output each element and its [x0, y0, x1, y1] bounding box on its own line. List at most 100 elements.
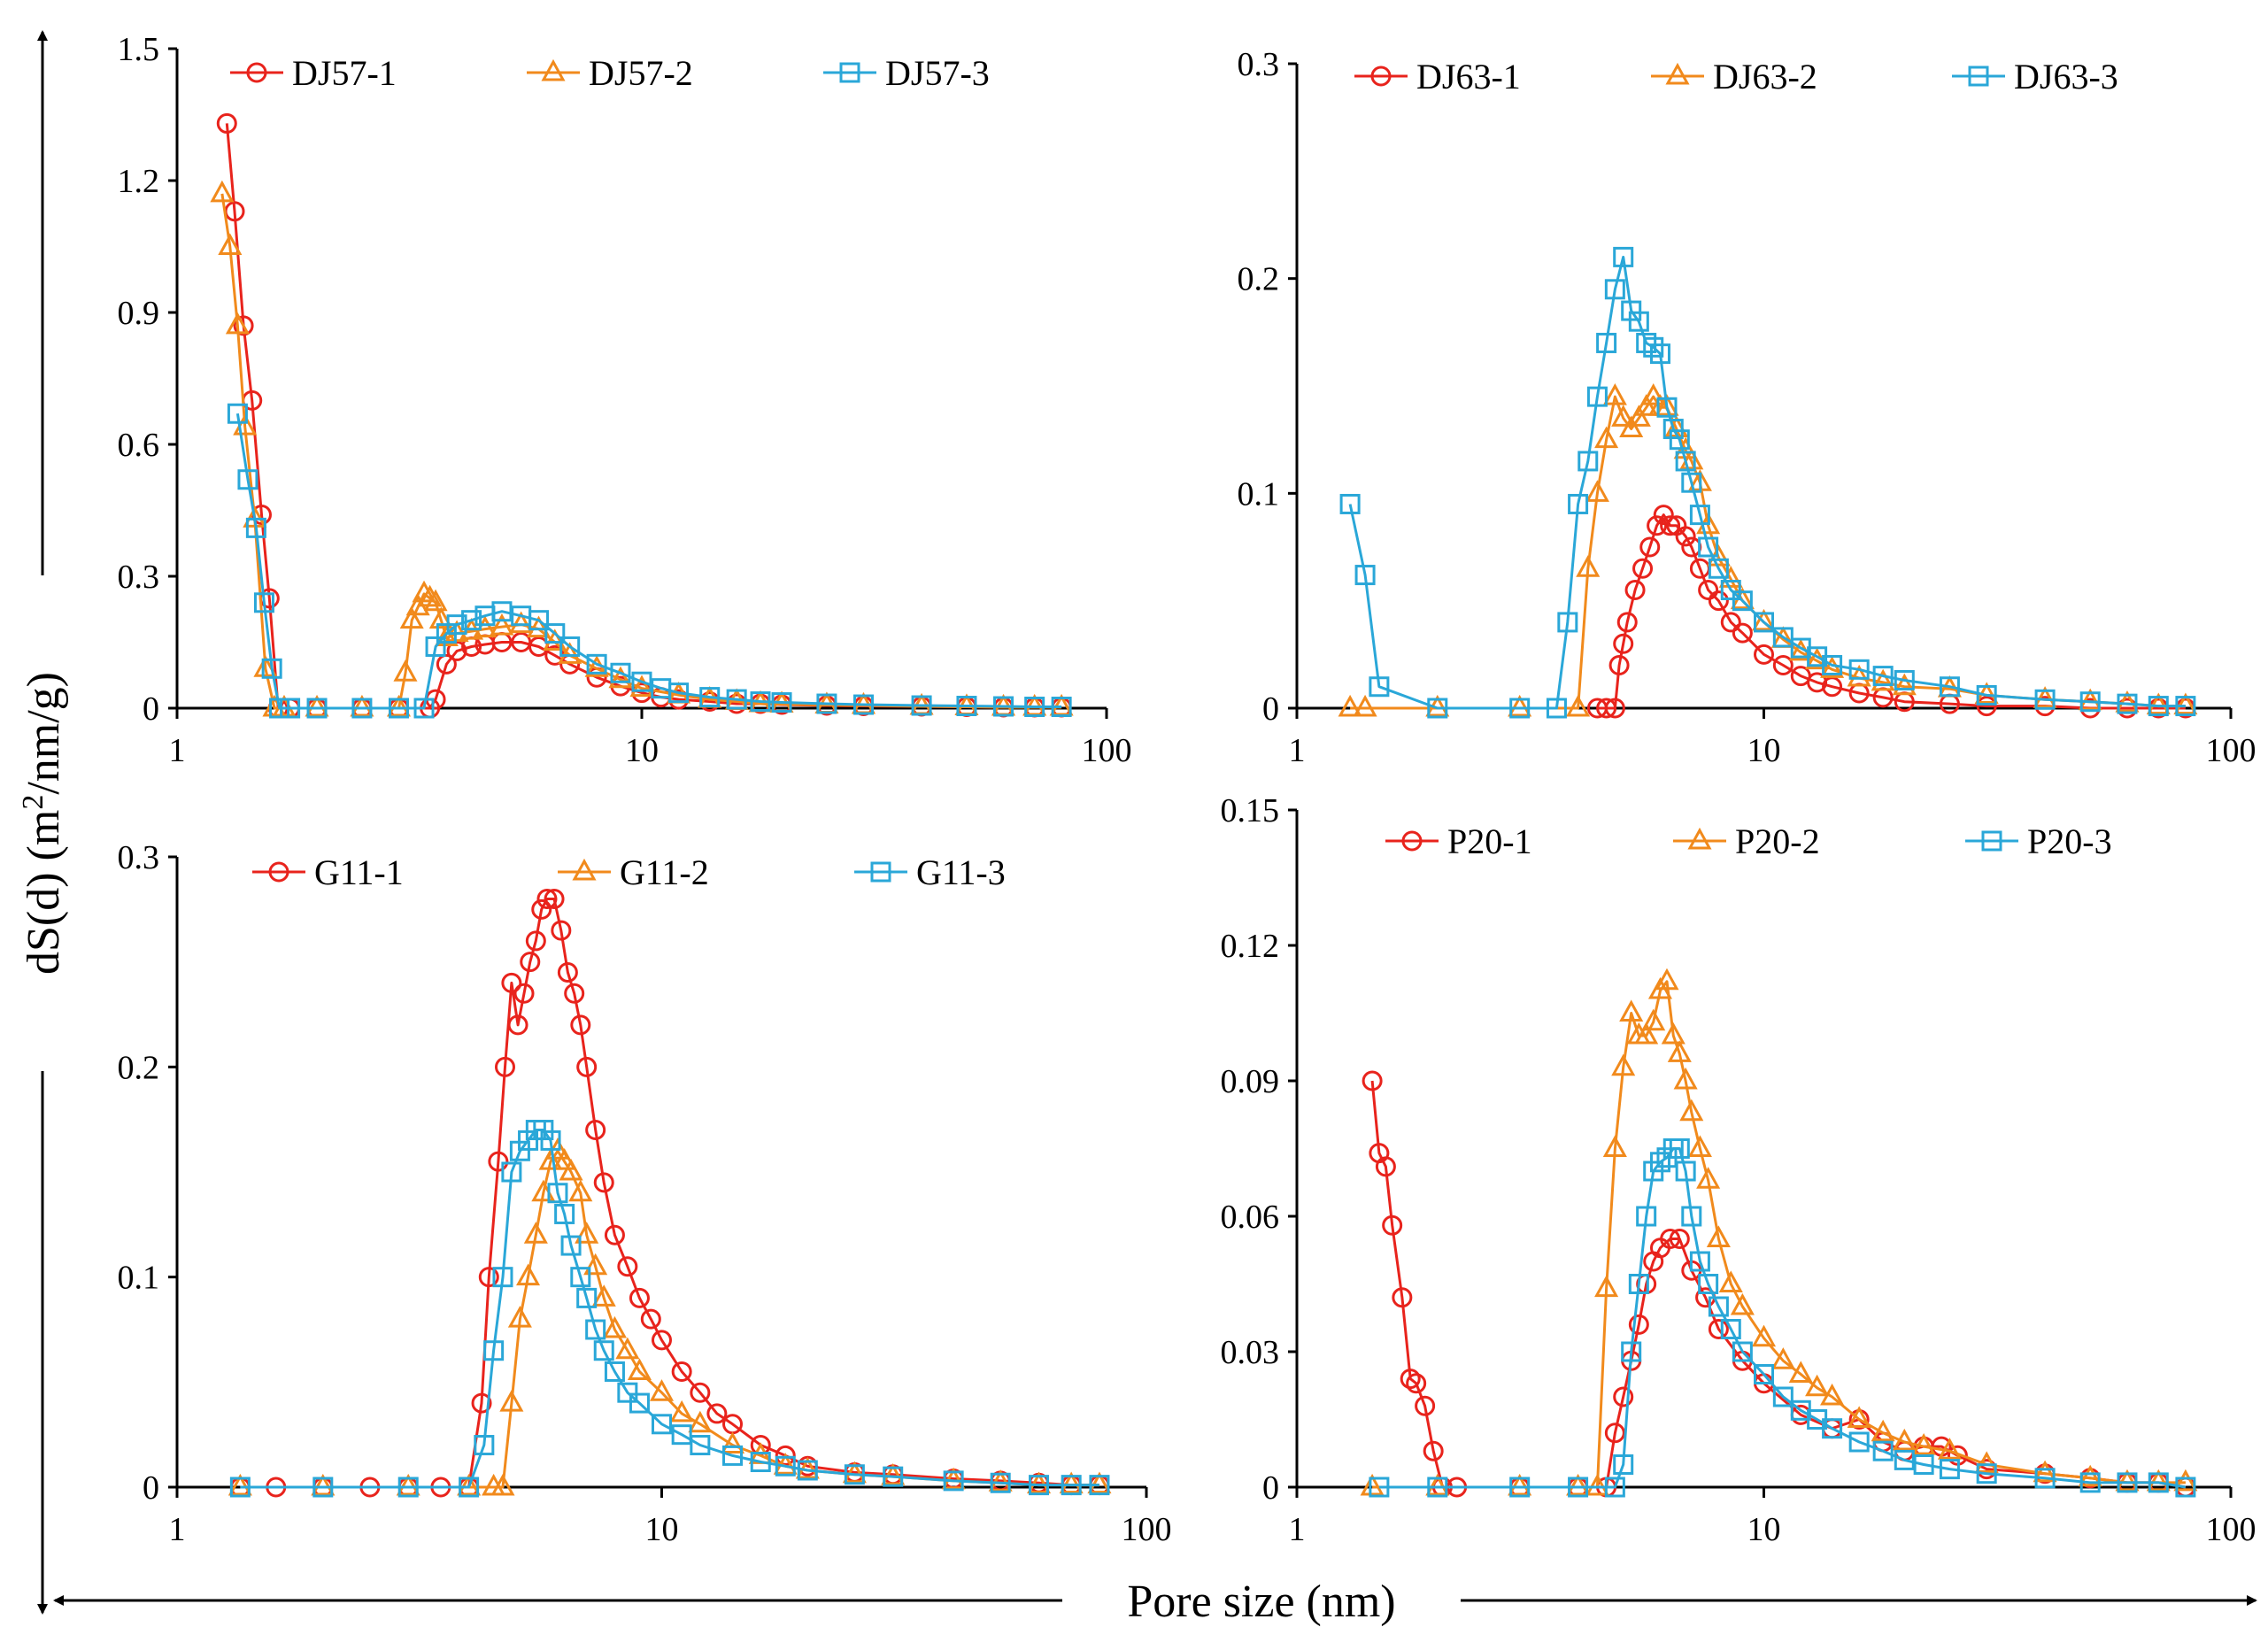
data-point — [1732, 1341, 1753, 1362]
legend-item-DJ63-3: DJ63-3 — [1952, 57, 2118, 96]
data-point — [881, 1463, 906, 1485]
data-point — [1871, 668, 1895, 691]
legend-label: P20-1 — [1447, 821, 1532, 861]
data-point — [1427, 1477, 1448, 1498]
data-point — [652, 1414, 672, 1435]
data-point — [253, 592, 274, 613]
series-line — [1348, 255, 2186, 710]
data-point — [516, 1263, 541, 1286]
data-point — [726, 689, 747, 710]
data-point — [990, 1472, 1011, 1493]
data-point — [1628, 311, 1649, 332]
data-point — [1669, 429, 1690, 451]
series-P20-2 — [1360, 968, 2198, 1496]
data-point — [269, 698, 290, 719]
data-point — [1632, 558, 1654, 579]
legend-label: DJ63-1 — [1416, 57, 1521, 96]
data-point — [1509, 1477, 1531, 1498]
data-point — [1427, 698, 1448, 719]
x-tick-label: 1 — [1289, 1511, 1306, 1548]
data-point — [2033, 1460, 2057, 1483]
data-point — [604, 1361, 625, 1382]
data-point — [1662, 419, 1684, 440]
data-point — [1611, 405, 1636, 427]
data-point — [570, 1014, 591, 1036]
data-point — [699, 687, 721, 708]
data-point — [444, 620, 469, 643]
y-tick-label: 0.3 — [118, 839, 160, 876]
data-point — [844, 1464, 865, 1485]
data-point — [722, 1445, 744, 1466]
data-point — [750, 1452, 771, 1473]
data-point — [1557, 612, 1578, 633]
data-point — [434, 624, 459, 647]
series-DJ63-3 — [1339, 246, 2196, 719]
legend-marker — [541, 58, 566, 81]
data-point — [1353, 694, 1377, 717]
data-point — [396, 1473, 420, 1496]
data-point — [775, 1455, 796, 1477]
data-point — [2148, 696, 2169, 717]
data-point — [386, 694, 412, 717]
data-point — [1708, 558, 1729, 579]
legend-item-P20-3: P20-3 — [1965, 821, 2112, 861]
data-point — [1976, 1463, 1997, 1484]
data-point — [1772, 654, 1794, 675]
data-point — [1730, 1292, 1755, 1315]
series-G11-2 — [228, 1137, 1112, 1496]
series-line — [1372, 980, 2186, 1489]
data-point — [883, 1466, 904, 1487]
data-point — [388, 698, 409, 719]
data-point — [501, 1161, 522, 1183]
data-point — [629, 1287, 650, 1308]
data-point — [2146, 692, 2171, 715]
y-tick-label: 0.06 — [1221, 1199, 1280, 1236]
x-tick-label: 10 — [1747, 732, 1781, 769]
data-point — [1613, 246, 1634, 267]
legend-marker — [1968, 66, 1989, 87]
x-tick-label: 1 — [169, 732, 186, 769]
data-point — [1754, 612, 1774, 633]
data-point — [1669, 1229, 1690, 1249]
data-point — [1974, 1451, 1999, 1473]
data-point — [2173, 692, 2198, 715]
legend-item-DJ63-1: DJ63-1 — [1354, 57, 1521, 96]
legend-item-DJ57-1: DJ57-1 — [230, 53, 397, 93]
x-tick-label: 1 — [1289, 732, 1306, 769]
y-tick-label: 0.1 — [1238, 475, 1280, 513]
series-line — [220, 193, 1062, 710]
data-point — [564, 983, 585, 1004]
data-point — [418, 584, 443, 607]
series-line — [225, 123, 1062, 710]
y-axis-title-superscript: 2 — [17, 795, 50, 810]
data-point — [649, 1379, 675, 1401]
legend-marker — [246, 62, 267, 83]
series-DJ57-3 — [227, 403, 1072, 719]
data-point — [690, 1382, 711, 1403]
legend-marker — [870, 861, 891, 883]
data-point — [1382, 1214, 1403, 1236]
series-line — [1597, 513, 2186, 710]
x-axis-title: Pore size (nm) — [1127, 1577, 1395, 1627]
data-point — [1641, 383, 1666, 405]
data-point — [2079, 1472, 2101, 1493]
legend-marker — [572, 858, 597, 881]
data-point — [1937, 1438, 1962, 1460]
legend-item-G11-3: G11-3 — [854, 852, 1006, 892]
x-tick-label: 10 — [645, 1511, 679, 1548]
data-point — [1604, 279, 1625, 300]
data-point — [1423, 1440, 1444, 1461]
data-point — [706, 1403, 728, 1424]
legend-marker — [1665, 62, 1690, 85]
legend-item-P20-1: P20-1 — [1385, 821, 1532, 861]
data-point — [1613, 1454, 1634, 1475]
y-tick-label: 0.09 — [1221, 1063, 1280, 1100]
data-point — [559, 636, 581, 657]
data-point — [2079, 691, 2101, 713]
data-point — [1089, 1475, 1110, 1496]
data-point — [1628, 1274, 1649, 1294]
data-point — [436, 653, 457, 675]
data-point — [478, 1267, 499, 1288]
y-tick-label: 0.6 — [118, 427, 160, 464]
data-point — [1596, 698, 1617, 719]
